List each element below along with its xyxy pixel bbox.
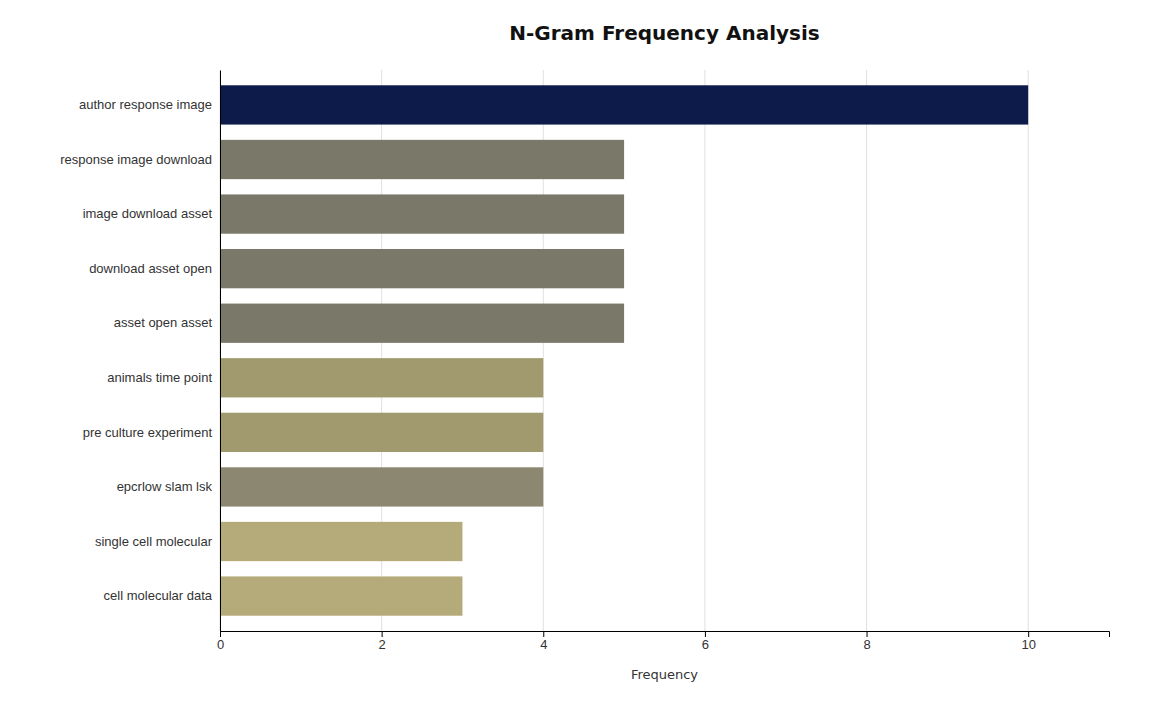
category-label: animals time point bbox=[107, 370, 212, 385]
plot: 0 2 4 6 8 10 cell molecular data single cell mo… bbox=[60, 70, 1109, 652]
axis-line bbox=[220, 71, 221, 632]
axis-title: Frequency bbox=[631, 667, 698, 682]
tick-label: 10 bbox=[1021, 637, 1035, 652]
bar bbox=[220, 522, 462, 561]
tick-label: 2 bbox=[379, 637, 386, 652]
tick: 4 bbox=[540, 631, 547, 652]
category-label: pre culture experiment bbox=[83, 425, 213, 440]
value-axis: 0 2 4 6 8 10 bbox=[217, 631, 1110, 652]
bar bbox=[220, 85, 1028, 124]
axis-line bbox=[221, 632, 1110, 638]
tick-mark bbox=[220, 631, 221, 637]
category-tick: image download asset bbox=[83, 206, 220, 221]
bars bbox=[220, 85, 1028, 615]
category-label: download asset open bbox=[89, 261, 212, 276]
tick: 0 bbox=[217, 631, 224, 652]
category-label: author response image bbox=[79, 97, 212, 112]
grid-line bbox=[866, 70, 867, 631]
tick: 8 bbox=[863, 631, 870, 652]
bar bbox=[220, 140, 624, 179]
category-axis: cell molecular data single cell molecular… bbox=[60, 71, 220, 632]
tick-label: 0 bbox=[217, 637, 224, 652]
bar bbox=[220, 249, 624, 288]
chart: 0 2 4 6 8 10 cell molecular data single cell mo… bbox=[0, 0, 1149, 701]
tick-mark bbox=[867, 631, 868, 637]
tick-mark bbox=[705, 631, 706, 637]
tick: 2 bbox=[379, 631, 386, 652]
category-tick: asset open asset bbox=[114, 315, 220, 330]
category-label: single cell molecular bbox=[95, 534, 213, 549]
bar bbox=[220, 194, 624, 233]
tick-mark bbox=[1028, 631, 1029, 637]
category-tick: pre culture experiment bbox=[83, 425, 220, 440]
category-tick: epcrlow slam lsk bbox=[117, 479, 220, 494]
bar bbox=[220, 467, 543, 506]
grid-line bbox=[220, 70, 221, 631]
tick-label: 8 bbox=[863, 637, 870, 652]
grid-line bbox=[1028, 70, 1029, 631]
category-tick: download asset open bbox=[89, 261, 220, 276]
category-tick: author response image bbox=[79, 97, 220, 112]
tick: 10 bbox=[1021, 631, 1035, 652]
category-label: image download asset bbox=[83, 206, 213, 221]
category-tick: animals time point bbox=[107, 370, 220, 385]
title: N-Gram Frequency Analysis bbox=[509, 21, 819, 45]
category-tick: cell molecular data bbox=[104, 588, 220, 603]
category-label: cell molecular data bbox=[104, 588, 213, 603]
category-label: epcrlow slam lsk bbox=[117, 479, 213, 494]
bar bbox=[220, 304, 624, 343]
category-label: response image download bbox=[60, 152, 212, 167]
grid bbox=[220, 70, 1028, 631]
tick-label: 6 bbox=[702, 637, 709, 652]
bar bbox=[220, 358, 543, 397]
category-tick: response image download bbox=[60, 152, 220, 167]
category-tick: single cell molecular bbox=[95, 534, 220, 549]
tick: 6 bbox=[702, 631, 709, 652]
grid-line bbox=[704, 70, 705, 631]
bar bbox=[220, 413, 543, 452]
bar bbox=[220, 576, 462, 615]
tick-mark bbox=[382, 631, 383, 637]
tick-label: 4 bbox=[540, 637, 547, 652]
tick-mark bbox=[543, 631, 544, 637]
category-label: asset open asset bbox=[114, 315, 213, 330]
